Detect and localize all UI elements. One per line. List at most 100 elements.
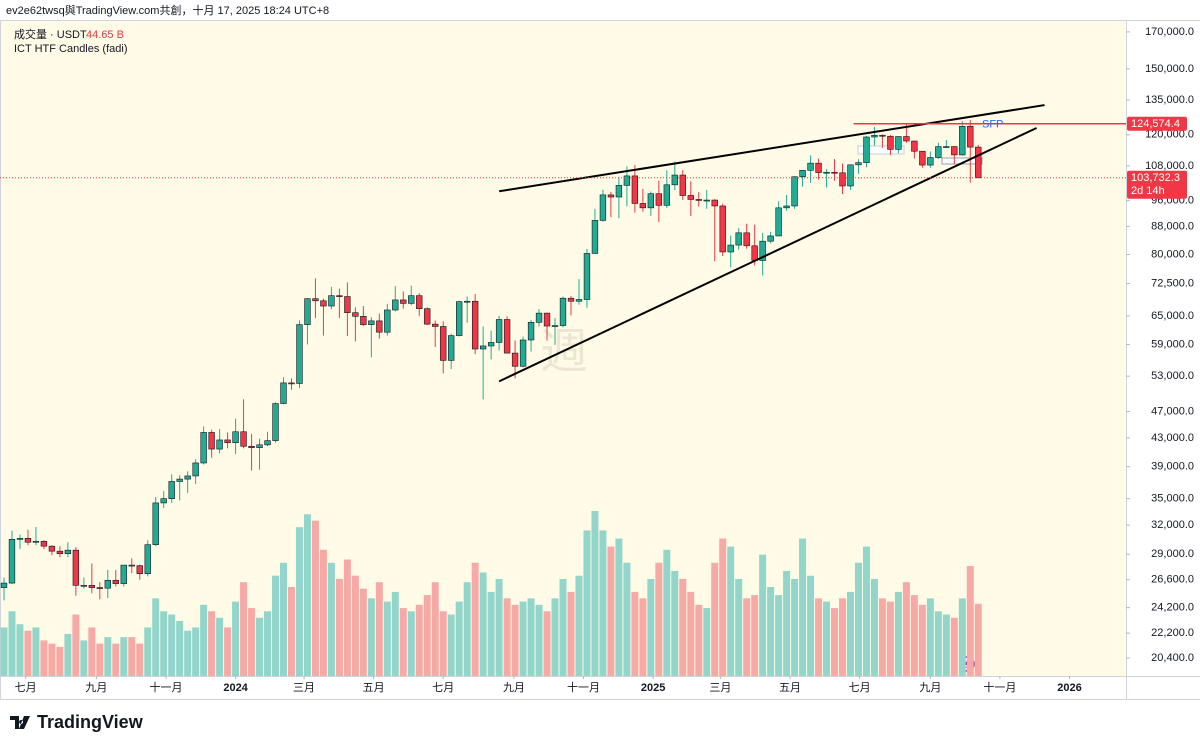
volume-bar (104, 637, 112, 676)
volume-bar (144, 627, 152, 676)
volume-bar (631, 591, 639, 676)
volume-bar (447, 614, 455, 676)
candle-body (663, 184, 670, 206)
candle-body (727, 244, 734, 253)
candle-body (959, 125, 966, 156)
candle-body (0, 582, 8, 588)
x-tick-label: 七月 (15, 681, 37, 694)
volume-bar (902, 582, 910, 676)
y-tick-label: 150,000.0 (1145, 63, 1194, 75)
volume-bar (80, 640, 88, 676)
last-price-box (1127, 170, 1187, 199)
y-tick-label: 135,000.0 (1145, 94, 1194, 106)
volume-bar (910, 595, 918, 676)
volume-bar (958, 598, 966, 676)
candle-body (304, 298, 311, 325)
x-tick-label: 七月 (432, 681, 454, 694)
y-tick-label: 120,000.0 (1145, 129, 1194, 141)
candle-body (799, 170, 806, 178)
price-axis-background (1126, 20, 1200, 700)
candle-body (911, 140, 918, 152)
volume-bar (942, 614, 950, 676)
volume-bar (862, 546, 870, 676)
candle-body (743, 232, 750, 247)
volume-bar (783, 570, 791, 676)
candle-body (72, 549, 80, 586)
candle-body (384, 309, 391, 333)
volume-bar (319, 549, 327, 676)
volume-bar (439, 611, 447, 676)
candle-body (647, 193, 655, 209)
volume-bar (543, 611, 551, 676)
candle-body (967, 125, 974, 148)
candle-body (687, 195, 694, 200)
y-tick-label: 22,200.0 (1151, 627, 1194, 639)
candle-body (328, 295, 335, 307)
volume-bar (120, 637, 128, 676)
volume-bar (216, 617, 224, 676)
volume-bar (870, 578, 878, 676)
candle-body (639, 203, 647, 209)
volume-bar (96, 643, 104, 676)
y-tick-label: 35,000.0 (1151, 493, 1194, 505)
volume-bar (775, 595, 783, 676)
candle-body (495, 319, 503, 343)
candle-body (527, 321, 535, 341)
x-tick-label: 2024 (223, 682, 248, 694)
volume-bar (64, 633, 72, 676)
x-tick-label: 三月 (709, 682, 731, 694)
candle-body (847, 164, 854, 187)
candle-body (767, 235, 774, 242)
volume-bar (511, 604, 519, 676)
candle-body (416, 295, 423, 309)
volume-bar (367, 598, 375, 676)
last-price-label: 103,732.3 (1131, 172, 1180, 184)
volume-bar (607, 546, 615, 676)
x-tick-label: 三月 (293, 682, 315, 694)
volume-bar (240, 582, 248, 676)
candle-body (503, 319, 511, 354)
volume-bar (40, 640, 48, 676)
volume-bar (687, 591, 695, 676)
volume-bar (711, 562, 719, 676)
volume-bar (495, 578, 503, 676)
candle-body (783, 205, 790, 209)
volume-bar (966, 566, 974, 676)
candle-body (144, 544, 151, 574)
candle-body (208, 432, 215, 450)
y-tick-label: 170,000.0 (1145, 26, 1194, 38)
candle-body (839, 172, 846, 187)
volume-bar (831, 608, 839, 676)
candle-body (919, 150, 926, 166)
candle-body (927, 157, 934, 166)
volume-bar (926, 598, 934, 676)
candle-body (863, 136, 870, 163)
volume-bar (823, 601, 831, 676)
volume-bar (56, 646, 64, 676)
volume-bar (208, 611, 216, 676)
attribution: ev2e62twsq與TradingView.com共創，十月 17, 2025… (6, 3, 329, 17)
candle-body (392, 299, 399, 311)
y-tick-label: 47,000.0 (1151, 406, 1194, 418)
candle-body (360, 316, 367, 325)
candle-body (703, 199, 710, 202)
volume-bar (623, 562, 631, 676)
candle-body (479, 345, 487, 350)
candle-body (903, 136, 910, 142)
volume-bar (375, 582, 383, 676)
volume-bar (184, 630, 192, 676)
candle-body (64, 549, 72, 555)
volume-bar (767, 587, 775, 676)
candle-body (280, 382, 287, 404)
volume-bar (886, 601, 894, 676)
candle-body (695, 199, 702, 201)
brand: TradingView (37, 712, 144, 732)
candle-body (432, 323, 439, 327)
candle-body (216, 439, 223, 450)
volume-bar (280, 562, 287, 676)
candle-body (80, 585, 88, 587)
volume-bar (854, 562, 862, 676)
volume-bar (455, 601, 463, 676)
y-tick-label: 59,000.0 (1151, 338, 1194, 350)
